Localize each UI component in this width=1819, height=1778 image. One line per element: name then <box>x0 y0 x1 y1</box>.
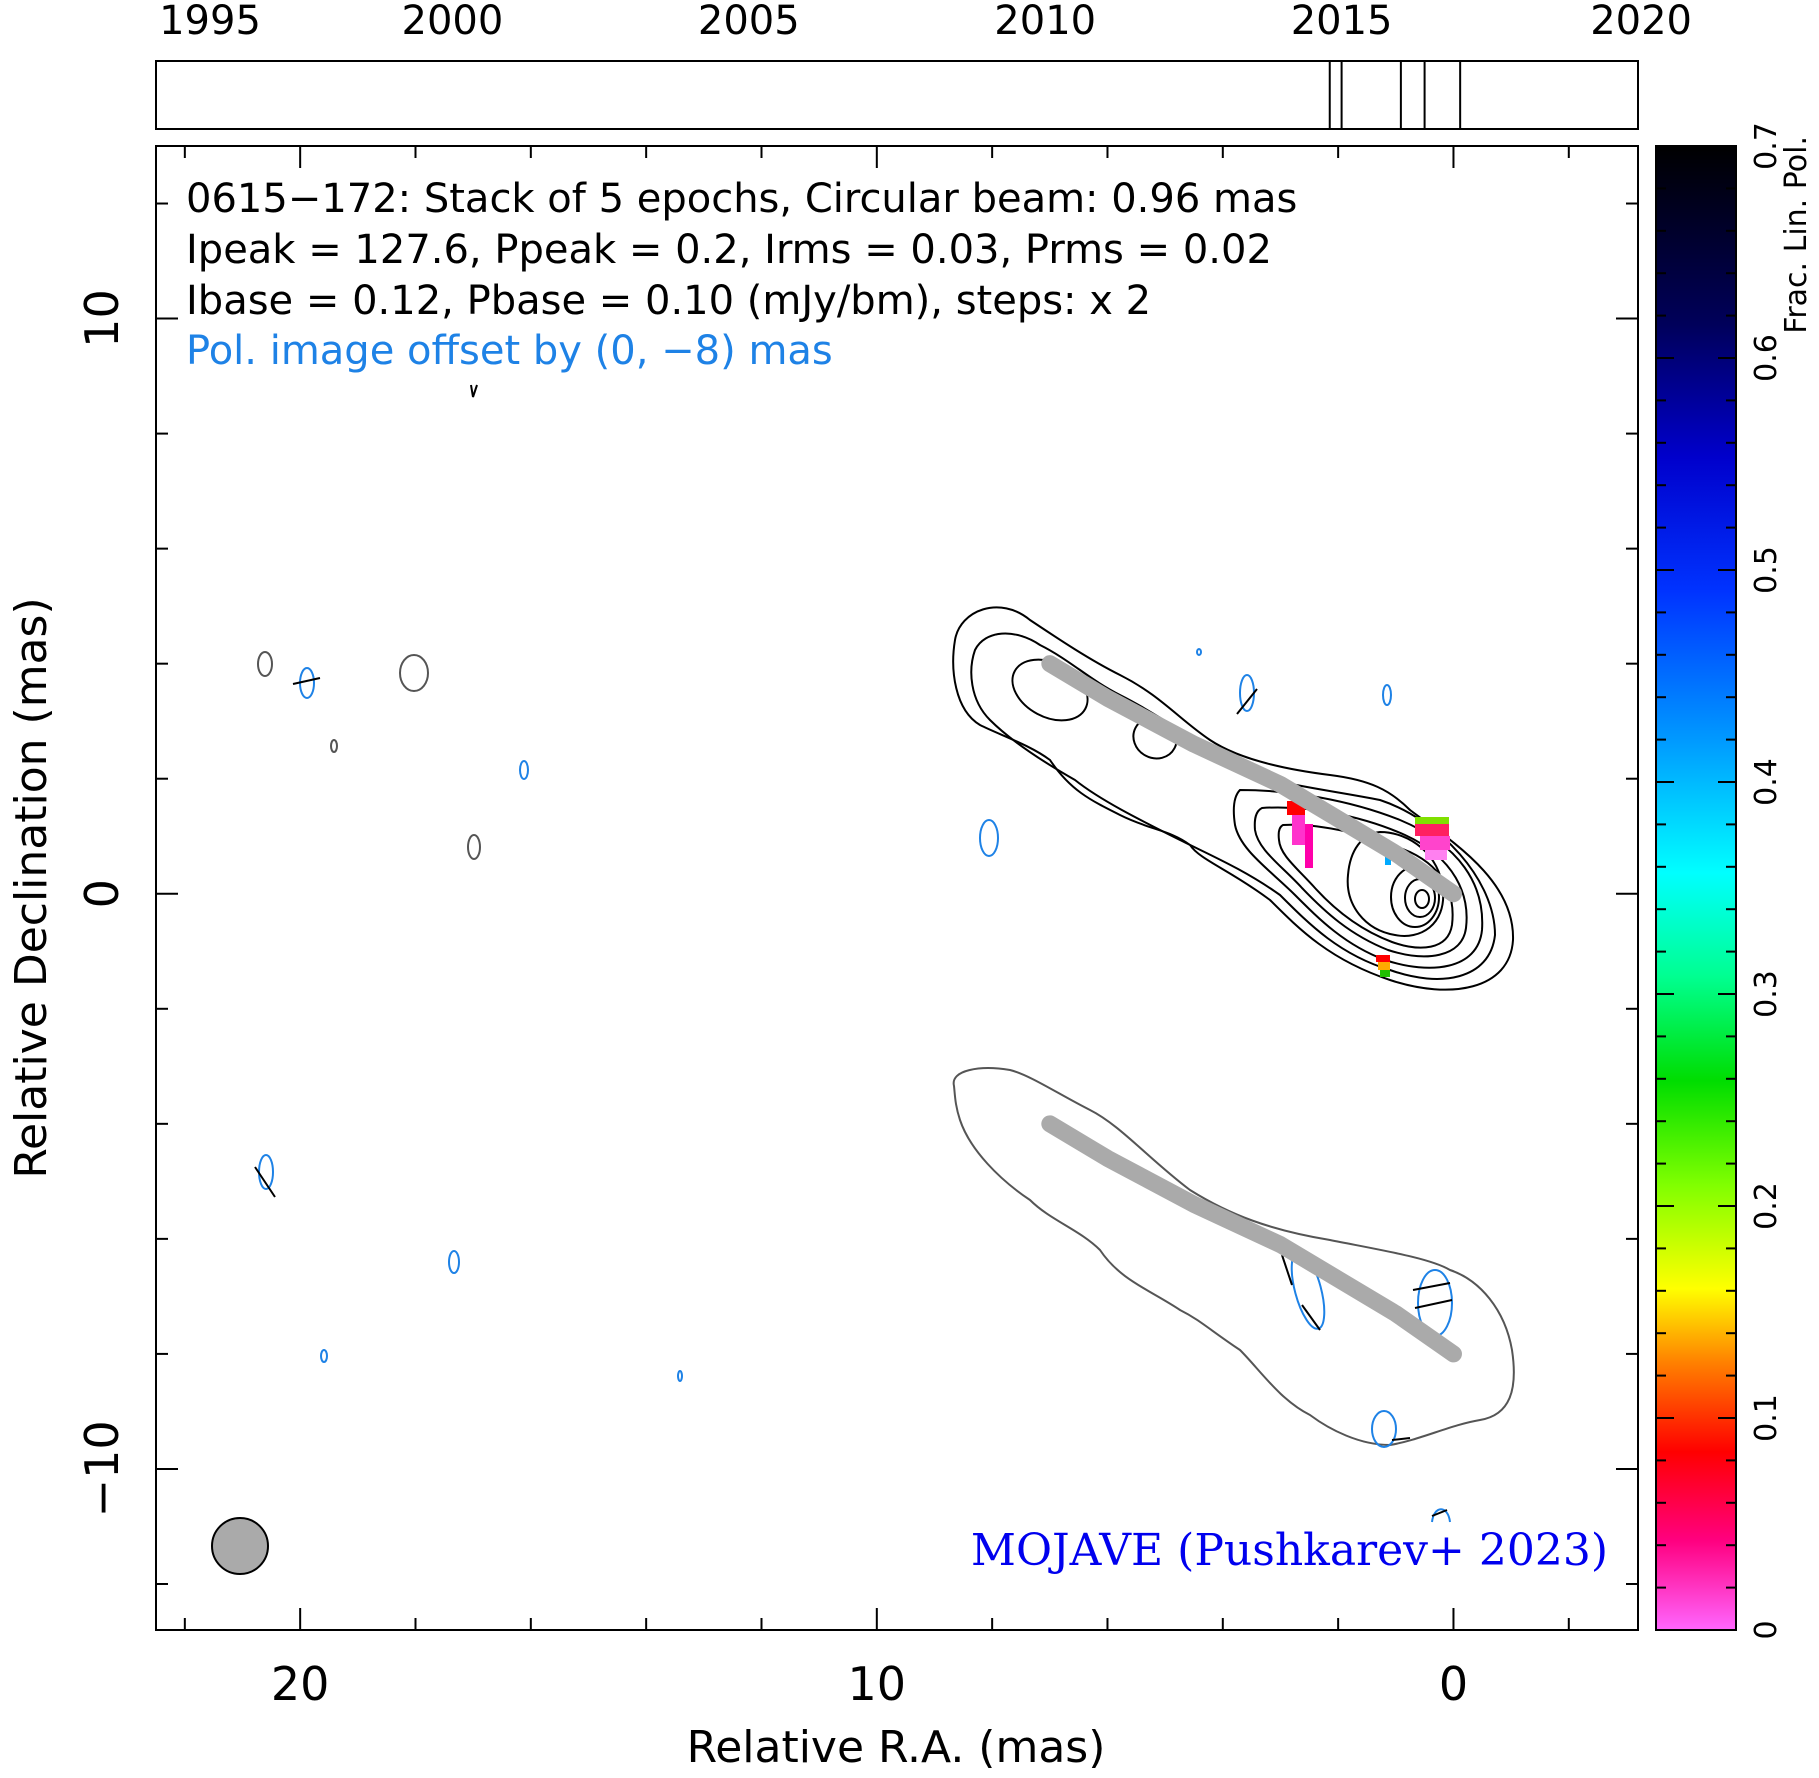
timeline-year-label: 2000 <box>402 0 504 44</box>
frac-pol-pixel <box>1425 850 1447 860</box>
pol-island <box>448 1250 460 1274</box>
header-line-3: Ibase = 0.12, Pbase = 0.10 (mJy/bm), ste… <box>186 278 1151 324</box>
intensity-contour-3 <box>1232 788 1484 969</box>
intensity-contour-2 <box>970 632 1497 980</box>
evpa-tick <box>1391 1437 1411 1441</box>
polarization-contours <box>254 648 1515 1523</box>
evpa-tick <box>1431 1509 1448 1517</box>
noise-contour <box>467 834 481 860</box>
timeline-year-labels: 1995 2000 2005 2010 2015 2020 <box>159 0 1692 44</box>
x-tick-label: 0 <box>1439 1657 1468 1711</box>
intensity-contour-9 <box>1414 889 1430 909</box>
noise-contour <box>330 739 338 753</box>
colorbar-tick-label: 0.4 <box>1749 758 1784 806</box>
colorbar-tick-label: 0.7 <box>1749 122 1784 170</box>
frac-pol-pixel <box>1415 817 1449 824</box>
offset-note: Pol. image offset by (0, −8) mas <box>186 328 833 374</box>
evpa-tick <box>1236 688 1258 715</box>
x-tick-label: 20 <box>271 1657 330 1711</box>
frac-pol-pixel <box>1380 970 1390 977</box>
noise-contour <box>470 384 478 398</box>
evpa-tick <box>1414 1299 1453 1309</box>
header-line-1: 0615−172: Stack of 5 epochs, Circular be… <box>186 176 1297 222</box>
plot-header: 0615−172: Stack of 5 epochs, Circular be… <box>186 176 1297 374</box>
colorbar: 0 0.1 0.2 0.3 0.4 0.5 0.6 0.7 Frac. Lin. Pol. <box>1655 122 1814 1640</box>
intensity-contours <box>952 606 1515 991</box>
frac-pol-pixel <box>1292 815 1305 845</box>
colorbar-tick-labels: 0 0.1 0.2 0.3 0.4 0.5 0.6 0.7 <box>1749 122 1784 1639</box>
pol-island <box>1196 648 1202 656</box>
timeline-year-label: 1995 <box>159 0 261 44</box>
pol-island <box>979 819 999 857</box>
axis-ticks <box>156 146 1638 1630</box>
frac-pol-pixels <box>1287 801 1450 977</box>
colorbar-tick-label: 0 <box>1749 1620 1784 1639</box>
pol-ridge-line <box>1041 1115 1462 1363</box>
colorbar-ticks <box>1656 145 1736 1631</box>
credit-label: MOJAVE (Pushkarev+ 2023) <box>971 1525 1608 1576</box>
y-axis-label: Relative Declination (mas) <box>6 597 57 1178</box>
pol-island <box>1371 1410 1397 1448</box>
colorbar-tick-label: 0.2 <box>1749 1182 1784 1230</box>
colorbar-tick-label: 0.3 <box>1749 970 1784 1018</box>
colorbar-label: Frac. Lin. Pol. <box>1779 136 1814 334</box>
axis-tick-labels: 20 10 0 10 0 −10 <box>75 289 1468 1711</box>
frac-pol-pixel <box>1305 824 1313 868</box>
evpa-tick <box>1281 1254 1293 1286</box>
x-tick-label: 10 <box>848 1657 907 1711</box>
timeline-year-label: 2010 <box>994 0 1096 44</box>
evpa-tick <box>1301 1304 1321 1331</box>
evpa-tick <box>254 1166 276 1198</box>
colorbar-tick-label: 0.6 <box>1749 334 1784 382</box>
intensity-noise-contours <box>257 384 481 860</box>
beam-ellipse <box>211 1517 269 1575</box>
frac-pol-pixel <box>1376 955 1390 962</box>
timeline-year-label: 2015 <box>1291 0 1393 44</box>
frac-pol-pixel <box>1385 853 1391 865</box>
header-line-2: Ipeak = 127.6, Ppeak = 0.2, Irms = 0.03,… <box>186 227 1272 273</box>
pol-island <box>1431 1508 1451 1523</box>
timeline-year-label: 2005 <box>698 0 800 44</box>
intensity-contour-4 <box>1253 806 1468 958</box>
y-tick-label: 10 <box>75 289 129 348</box>
colorbar-gradient <box>1655 145 1737 1631</box>
noise-contour <box>399 654 429 692</box>
plot-frame <box>155 145 1639 1631</box>
evpa-tick <box>1412 1282 1451 1291</box>
pol-contour-base <box>952 1067 1515 1447</box>
epoch-timeline: 1995 2000 2005 2010 2015 2020 <box>155 0 1692 130</box>
x-axis-label: Relative R.A. (mas) <box>687 1722 1106 1773</box>
colorbar-tick-label: 0.5 <box>1749 546 1784 594</box>
pol-island <box>320 1349 328 1363</box>
frac-pol-pixel <box>1420 836 1450 850</box>
pol-island <box>519 760 529 780</box>
timeline-year-label: 2020 <box>1590 0 1692 44</box>
noise-contour <box>257 651 273 677</box>
y-tick-label: −10 <box>75 1420 129 1517</box>
y-tick-label: 0 <box>75 879 129 908</box>
colorbar-tick-label: 0.1 <box>1749 1394 1784 1442</box>
timeline-frame <box>155 60 1639 130</box>
contour-map: 20 10 0 10 0 −10 0615−172: Stack of 5 epochs,… <box>6 145 1639 1773</box>
pol-island <box>677 1370 683 1382</box>
evpa-ticks <box>254 677 1453 1517</box>
pol-island <box>1239 674 1255 712</box>
evpa-tick <box>292 677 321 685</box>
jet-ridge-line <box>1041 655 1462 903</box>
frac-pol-pixel <box>1378 962 1390 970</box>
timeline-epoch-marks <box>1328 61 1462 129</box>
frac-pol-pixel <box>1415 824 1449 836</box>
intensity-contour-base <box>952 606 1515 991</box>
pol-island <box>1382 684 1392 706</box>
